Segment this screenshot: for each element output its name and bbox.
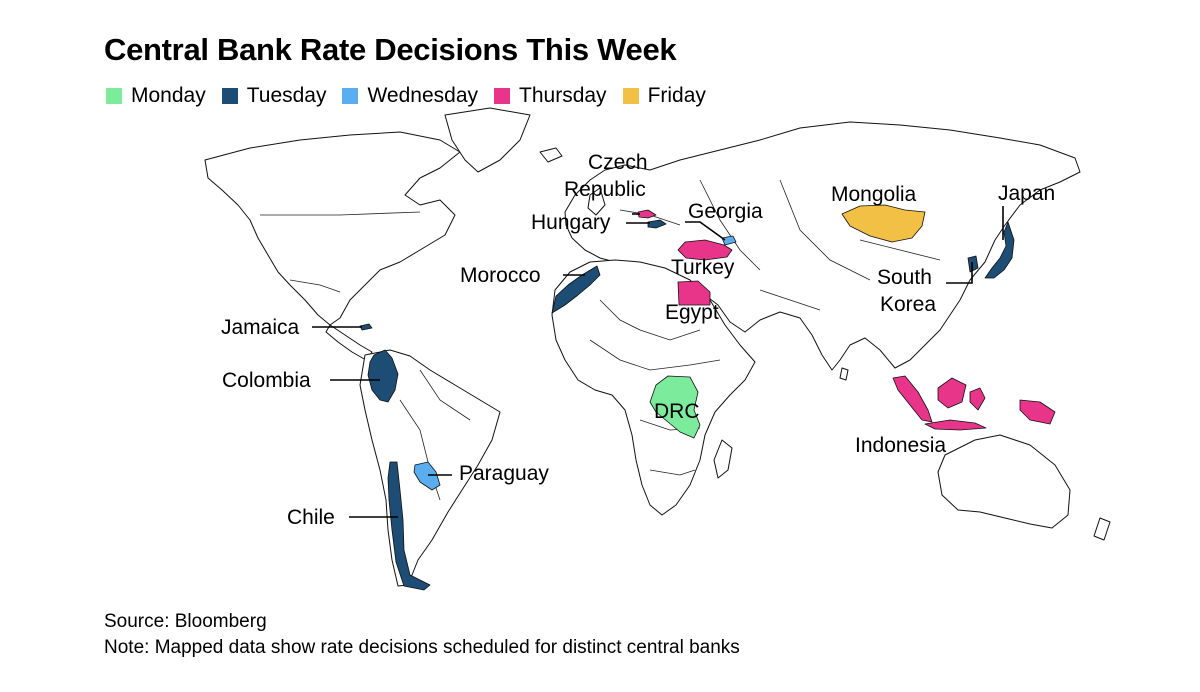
- label-egypt: Egypt: [665, 301, 719, 324]
- country-egypt: [677, 280, 711, 306]
- indonesia-borneo: [937, 377, 967, 409]
- highlighted-countries: [359, 204, 1056, 591]
- landmass-africa: [551, 259, 756, 516]
- label-hungary: Hungary: [531, 211, 611, 234]
- legend-swatch-wednesday: [342, 88, 359, 104]
- country-drc: [649, 375, 701, 439]
- label-czech-line1: Czech: [588, 151, 648, 174]
- country-paraguay: [413, 461, 441, 491]
- legend-item-monday: Monday: [106, 84, 206, 108]
- landmass-sri-lanka: [839, 367, 849, 381]
- country-indonesia: [892, 375, 1056, 431]
- land-masses: [204, 107, 1111, 587]
- indonesia-sumatra: [892, 375, 933, 423]
- legend-item-friday: Friday: [622, 84, 706, 108]
- legend-label-friday: Friday: [647, 84, 706, 107]
- country-turkey: [677, 239, 733, 261]
- legend: Monday Tuesday Wednesday Thursday Friday: [106, 84, 722, 108]
- landmass-north-america: [204, 131, 461, 326]
- label-south-korea-line1: South: [877, 266, 932, 289]
- country-hungary: [647, 219, 667, 229]
- legend-label-wednesday: Wednesday: [367, 84, 479, 107]
- landmass-uk: [587, 187, 606, 216]
- label-south-korea-line2: Korea: [880, 293, 936, 316]
- country-morocco: [551, 265, 601, 314]
- label-chile: Chile: [287, 506, 335, 529]
- leader-lines: [312, 206, 1004, 518]
- legend-label-tuesday: Tuesday: [246, 84, 327, 107]
- indonesia-papua: [1019, 399, 1056, 425]
- country-japan: [984, 221, 1015, 279]
- legend-swatch-thursday: [494, 88, 511, 104]
- country-czech-republic: [637, 209, 657, 219]
- landmass-iceland: [539, 147, 563, 163]
- country-south-korea: [967, 255, 979, 273]
- legend-swatch-monday: [106, 88, 122, 104]
- legend-swatch-friday: [622, 88, 639, 104]
- label-japan: Japan: [998, 182, 1055, 205]
- label-colombia: Colombia: [222, 369, 311, 392]
- indonesia-sulawesi: [969, 387, 986, 411]
- landmass-new-zealand: [1093, 517, 1111, 541]
- landmass-madagascar: [713, 439, 733, 479]
- leader-georgia: [685, 221, 726, 241]
- country-georgia: [721, 235, 737, 246]
- landmass-australia: [937, 434, 1071, 529]
- legend-label-monday: Monday: [131, 84, 206, 107]
- chart-title: Central Bank Rate Decisions This Week: [104, 32, 677, 67]
- legend-label-thursday: Thursday: [519, 84, 607, 107]
- source-text: Source: Bloomberg: [104, 611, 267, 632]
- note-text: Note: Mapped data show rate decisions sc…: [104, 637, 740, 658]
- legend-item-thursday: Thursday: [494, 84, 607, 108]
- country-colombia: [367, 349, 399, 403]
- label-indonesia: Indonesia: [855, 434, 946, 457]
- label-drc: DRC: [654, 400, 700, 423]
- label-turkey: Turkey: [671, 256, 735, 279]
- label-paraguay: Paraguay: [459, 462, 549, 485]
- label-czech-line2: Republic: [564, 178, 646, 201]
- legend-swatch-tuesday: [221, 88, 238, 104]
- legend-item-wednesday: Wednesday: [342, 84, 478, 108]
- country-chile: [387, 461, 431, 591]
- label-georgia: Georgia: [688, 200, 763, 223]
- label-morocco: Morocco: [460, 264, 541, 287]
- country-mongolia: [841, 204, 926, 243]
- label-mongolia: Mongolia: [831, 183, 917, 206]
- country-jamaica: [359, 323, 373, 331]
- country-labels: Jamaica Colombia Chile Paraguay Morocco …: [221, 151, 1055, 529]
- landmass-greenland: [444, 107, 531, 173]
- legend-item-tuesday: Tuesday: [221, 84, 327, 108]
- indonesia-java: [924, 419, 987, 431]
- label-jamaica: Jamaica: [221, 316, 300, 339]
- leader-south-korea: [946, 262, 973, 284]
